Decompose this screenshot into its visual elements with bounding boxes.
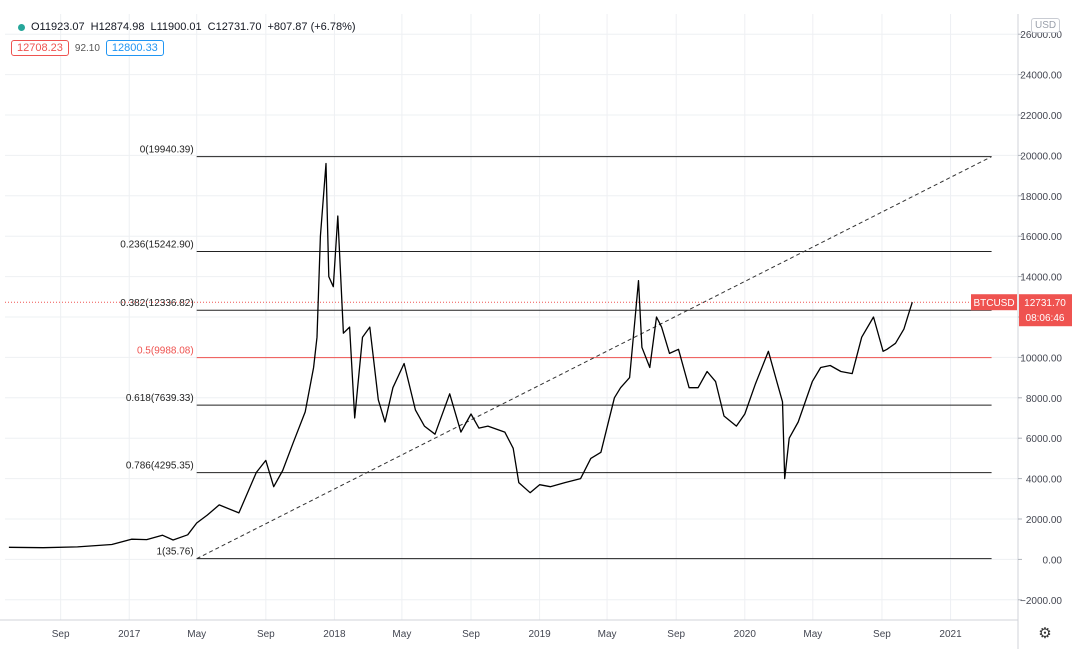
x-tick-label: 2017: [118, 629, 141, 640]
ohlc-legend: O11923.07 H12874.98 L11900.01 C12731.70 …: [18, 21, 356, 33]
y-tick-label: 18000.00: [1020, 192, 1062, 203]
y-tick-label: 0.00: [1043, 555, 1063, 566]
x-tick-label: 2020: [734, 629, 757, 640]
currency-button[interactable]: USD: [1031, 18, 1061, 33]
x-tick-label: May: [803, 629, 822, 640]
ohlc-close: C12731.70: [207, 21, 262, 33]
y-tick-label: 26000.00: [1020, 30, 1062, 41]
fib-level-label: 0.618(7639.33): [126, 393, 194, 404]
fibonacci-retracement: 0(19940.39) 0.236(15242.90) 0.382(12336.82…: [5, 145, 1018, 560]
y-tick-label: 8000.00: [1026, 394, 1063, 405]
y-tick-label: 16000.00: [1020, 232, 1062, 243]
x-tick-label: 2019: [528, 629, 551, 640]
price-tag-bg: [1019, 294, 1072, 327]
fib-trend-line: [196, 156, 992, 560]
fib-level-label: 1(35.76): [156, 547, 193, 558]
sell-price-button[interactable]: 12708.23: [11, 40, 69, 56]
price-tag-countdown: 08:06:46: [1026, 313, 1065, 324]
spread-value: 92.10: [74, 42, 100, 54]
y-tick-label: 20000.00: [1020, 151, 1062, 162]
y-tick-label: 14000.00: [1020, 273, 1062, 284]
x-tick-label: Sep: [462, 629, 480, 640]
x-tick-label: Sep: [257, 629, 275, 640]
price-tag-layer: BTCUSD 12731.70 08:06:46: [971, 294, 1072, 327]
fib-level-label: 0.786(4295.35): [126, 461, 194, 472]
x-tick-label: May: [187, 629, 206, 640]
price-series-line[interactable]: [8, 162, 913, 549]
ohlc-high: H12874.98: [90, 21, 145, 33]
x-tick-label: May: [598, 629, 617, 640]
symbol-tag-label: BTCUSD: [973, 298, 1014, 309]
fib-level-label: 0.236(15242.90): [120, 239, 193, 250]
y-tick-label: 22000.00: [1020, 111, 1062, 122]
x-tick-label: Sep: [52, 629, 70, 640]
price-tag-value: 12731.70: [1024, 298, 1066, 309]
symbol-tag-bg: [971, 294, 1017, 311]
ohlc-open: O11923.07: [31, 21, 85, 33]
y-tick-label: 4000.00: [1026, 475, 1063, 486]
y-tick-label: 2000.00: [1026, 515, 1063, 526]
x-tick-label: 2021: [939, 629, 962, 640]
x-tick-label: Sep: [873, 629, 891, 640]
fib-level-label: 0.5(9988.08): [137, 346, 194, 357]
y-tick-label: 24000.00: [1020, 71, 1062, 82]
gear-icon[interactable]: ⚙: [1038, 625, 1052, 642]
y-tick-label: −2000.00: [1020, 596, 1062, 607]
x-tick-label: May: [392, 629, 411, 640]
x-tick-label: 2018: [323, 629, 346, 640]
y-tick-label: 6000.00: [1026, 434, 1063, 445]
quote-row: 12708.23 92.10 12800.33: [11, 40, 164, 56]
y-tick-label: 10000.00: [1020, 353, 1062, 364]
ohlc-low: L11900.01: [150, 21, 202, 33]
dot-icon: [18, 23, 25, 31]
buy-price-button[interactable]: 12800.33: [105, 40, 164, 56]
x-tick-label: Sep: [667, 629, 685, 640]
fib-level-label: 0(19940.39): [140, 145, 194, 156]
fib-level-label: 0.382(12336.82): [120, 298, 193, 309]
grid: [5, 14, 1018, 620]
series-layer: [8, 162, 913, 549]
ohlc-change: +807.87 (+6.78%): [267, 21, 356, 33]
